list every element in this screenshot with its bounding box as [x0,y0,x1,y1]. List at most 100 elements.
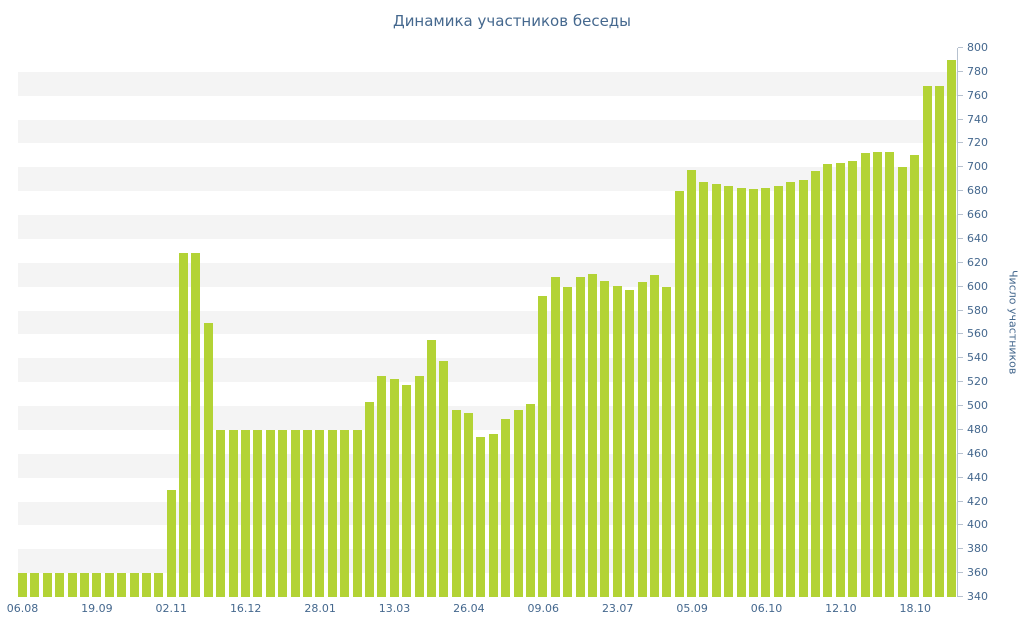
bar[interactable] [885,151,895,597]
bar[interactable] [699,181,709,597]
y-axis-tick [958,476,963,478]
bar[interactable] [290,429,300,597]
bar[interactable] [402,384,412,597]
bar[interactable] [811,170,820,597]
bar[interactable] [104,573,114,597]
bar[interactable] [761,187,771,597]
bar[interactable] [773,186,783,597]
bar[interactable] [488,433,498,597]
y-axis-tick [958,94,963,96]
bar[interactable] [798,180,808,597]
bar[interactable] [302,429,312,597]
y-axis-tick [958,118,963,120]
y-axis-tick [958,237,963,239]
y-axis-tick [958,70,963,72]
bar[interactable] [389,378,399,597]
bar[interactable] [216,429,226,597]
bar[interactable] [476,437,486,597]
bar[interactable] [278,429,288,597]
bar[interactable] [253,429,263,597]
bar[interactable] [327,429,337,597]
bar[interactable] [315,429,325,597]
bar[interactable] [129,573,139,597]
bar[interactable] [464,413,474,597]
bar[interactable] [92,573,102,597]
bar[interactable] [179,253,189,597]
bar[interactable] [451,409,461,597]
bar[interactable] [922,86,932,597]
bar[interactable] [786,181,796,597]
bar[interactable] [860,153,870,597]
bar[interactable] [625,290,635,597]
y-axis-label: 800 [967,41,988,54]
grid-band [18,406,957,430]
bar[interactable] [848,161,858,597]
grid-band [18,119,957,144]
bar[interactable] [674,191,684,597]
bar[interactable] [587,273,597,597]
y-axis-tick [958,381,963,383]
x-axis-label: 26.04 [453,602,485,615]
bar[interactable] [501,419,511,597]
bar[interactable] [823,163,833,597]
bar[interactable] [910,155,920,597]
bar[interactable] [42,573,52,597]
bar[interactable] [191,253,201,597]
bar[interactable] [364,402,374,597]
bar[interactable] [67,573,77,597]
y-axis-label: 480 [967,422,988,436]
bar[interactable] [687,169,697,597]
y-axis-label: 500 [967,399,988,413]
bar[interactable] [749,188,759,597]
bar[interactable] [18,573,27,597]
bar[interactable] [228,429,238,597]
bar[interactable] [377,376,387,597]
x-axis-label: 05.09 [676,602,708,615]
bar[interactable] [550,277,560,597]
bar[interactable] [414,376,424,597]
y-axis-tick [958,166,963,168]
bar[interactable] [947,59,957,597]
bar[interactable] [736,187,746,597]
bar[interactable] [724,186,734,597]
bar[interactable] [352,429,362,597]
bar[interactable] [872,151,882,597]
bar[interactable] [265,429,275,597]
grid-band [18,501,957,526]
bar[interactable] [241,429,251,597]
bar[interactable] [55,573,65,597]
bar[interactable] [166,489,176,597]
bar[interactable] [897,167,907,597]
bar[interactable] [612,285,622,597]
bar[interactable] [575,277,585,597]
y-axis-label: 680 [967,184,988,198]
bar[interactable] [79,573,89,597]
bar[interactable] [141,573,151,597]
bar[interactable] [637,281,647,597]
bar[interactable] [340,429,350,597]
plot-area [18,48,957,597]
bar[interactable] [934,86,944,597]
bar[interactable] [203,322,213,597]
grid-band [18,310,957,335]
bar[interactable] [538,296,548,597]
bar[interactable] [117,573,127,597]
bar[interactable] [600,280,610,597]
bar[interactable] [662,286,672,597]
bar[interactable] [30,573,40,597]
y-axis-tick [958,285,963,287]
y-axis-label: 560 [967,327,988,341]
y-axis-tick [958,572,963,574]
bar[interactable] [711,184,721,597]
x-axis-label: 18.10 [899,602,932,615]
bar[interactable] [526,403,536,597]
bar[interactable] [439,360,449,597]
bar[interactable] [513,409,523,597]
bar[interactable] [154,573,164,597]
bar[interactable] [649,274,659,597]
bar[interactable] [426,340,436,597]
y-axis-tick [958,524,963,526]
y-axis-title: Число участников [1006,270,1020,375]
bar[interactable] [835,162,845,597]
bar[interactable] [563,286,573,597]
